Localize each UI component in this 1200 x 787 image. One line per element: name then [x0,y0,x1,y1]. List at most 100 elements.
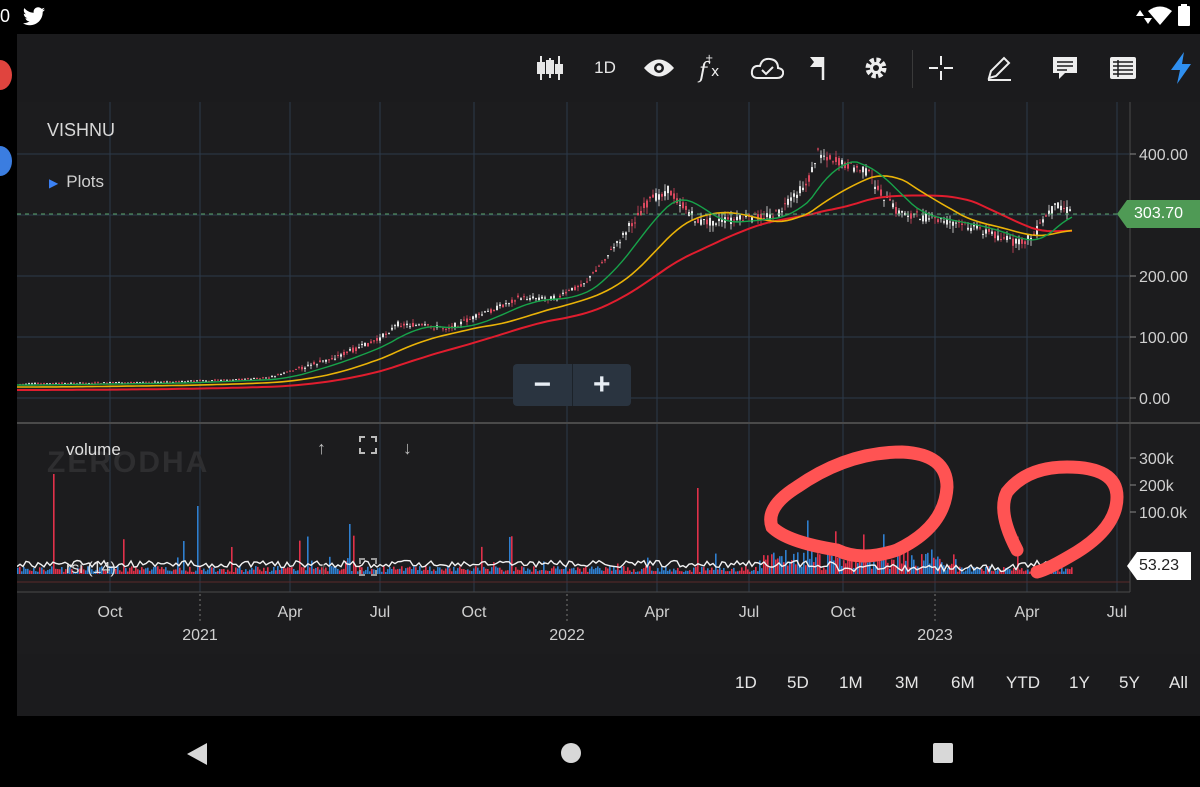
volume-bar [639,571,641,574]
volume-bar [195,570,197,574]
candle-body [190,380,192,382]
settings-button[interactable] [861,52,891,84]
edge-app-bubble-red[interactable] [0,60,12,90]
candle-body [226,379,228,381]
indicators-button[interactable]: f x + [695,52,731,84]
volume-bar [175,569,177,574]
volume-bar [791,560,793,574]
volume-bar [611,570,613,574]
plots-toggle[interactable]: ▶ Plots [49,172,104,192]
zoom-out-button[interactable]: − [533,368,552,401]
candle-body [160,382,162,384]
volume-bar [839,555,841,574]
volume-bar [449,568,451,574]
alert-flag-button[interactable] [805,52,835,84]
volume-move-up-icon[interactable]: ↑ [317,438,326,458]
back-icon[interactable] [186,742,208,766]
price-tick-label: 0.00 [1139,391,1170,408]
volume-bar [655,571,657,574]
candle-body [499,304,501,306]
candle-body [163,381,165,383]
candle-body [1048,210,1050,215]
volume-bar [397,569,399,574]
candle-body [652,194,654,198]
range-6m-button[interactable]: 6M [951,673,975,692]
volume-bar [535,568,537,574]
home-icon[interactable] [560,742,582,764]
range-1m-button[interactable]: 1M [839,673,863,692]
candle-body [508,303,510,305]
volume-bar [457,568,459,574]
volume-bar [241,570,243,574]
range-ytd-button[interactable]: YTD [1006,673,1040,692]
range-all-button[interactable]: All [1169,673,1188,692]
volume-bar [967,567,969,574]
price-tick-label: 400.00 [1139,147,1188,164]
volume-bar [995,570,997,574]
volume-bar [141,567,143,574]
candle-body [574,286,576,291]
range-5y-button[interactable]: 5Y [1119,673,1140,692]
volume-bar [33,568,35,574]
volume-bar [201,570,203,574]
volume-bar [167,570,169,574]
recents-icon[interactable] [932,742,954,764]
cloud-save-button[interactable] [749,52,785,84]
volume-bar [59,569,61,574]
visibility-button[interactable] [641,52,677,84]
rsi-move-up-icon[interactable]: ↑ [319,558,328,578]
month-tick-label: Apr [645,604,671,621]
chart-type-button[interactable] [533,52,567,84]
candle-body [409,326,411,328]
candle-body [106,382,108,384]
crosshair-button[interactable] [925,52,957,84]
candle-body [172,381,174,383]
volume-bar [597,566,599,574]
draw-button[interactable] [983,52,1015,84]
candle-body [826,156,828,161]
candle-body [967,227,969,230]
range-5d-button[interactable]: 5D [787,673,809,692]
volume-bar [585,566,587,574]
interval-button[interactable]: 1D [594,58,616,77]
candle-body [847,162,849,169]
candle-body [487,310,489,312]
range-1d-button[interactable]: 1D [735,673,757,692]
candle-body [292,370,294,372]
volume-move-down-icon[interactable]: ↓ [403,438,412,458]
candle-body [73,382,75,384]
volume-bar [773,552,775,574]
volume-bar [363,571,365,574]
range-1y-button[interactable]: 1Y [1069,673,1090,692]
candle-body [841,160,843,165]
volume-maximize-icon[interactable] [359,436,377,459]
volume-bar [879,555,881,574]
volume-bar [897,554,899,574]
candle-body [343,351,345,356]
volume-bar [1053,571,1055,574]
edge-app-bubble-blue[interactable] [0,146,12,176]
candle-body [1015,238,1017,244]
candle-body [253,378,255,380]
volume-bar [507,570,509,574]
candle-body [91,382,93,384]
rsi-maximize-icon[interactable] [359,558,377,581]
fx-icon: f x+ [697,53,719,84]
candle-body [175,381,177,383]
candle-body [484,311,486,313]
volume-bar [465,570,467,574]
volume-bar [35,571,37,574]
candle-body [634,222,636,224]
quick-trade-button[interactable] [1165,52,1197,84]
range-3m-button[interactable]: 3M [895,673,919,692]
symbol-title[interactable]: VISHNU [47,120,116,140]
comment-button[interactable] [1049,52,1081,84]
candle-body [28,383,30,385]
candle-body [403,323,405,326]
candle-body [229,379,231,381]
volume-bar [107,571,109,574]
data-window-button[interactable] [1107,52,1139,84]
candle-body [214,379,216,381]
zoom-in-button[interactable]: + [592,368,611,401]
